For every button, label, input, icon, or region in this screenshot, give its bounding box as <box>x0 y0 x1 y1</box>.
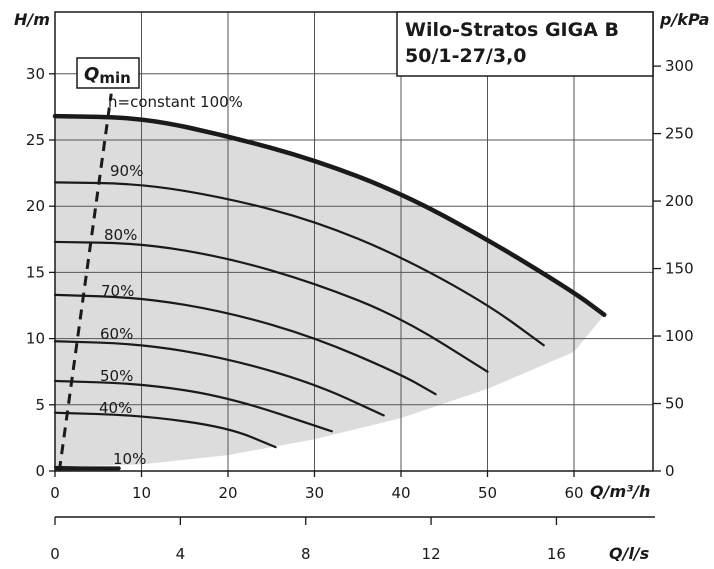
y-axis-right-ticks: 0 50 100 150 200 250 300 <box>653 57 694 480</box>
curve-70- <box>53 293 437 396</box>
x-tick-label: 40 <box>391 484 410 502</box>
y-tick-label: 30 <box>26 65 45 83</box>
x2-tick-label: 0 <box>50 545 60 563</box>
y2-tick-label: 50 <box>665 395 684 413</box>
qmin-line <box>55 93 120 472</box>
y-axis-right-title: p/kPa <box>659 10 709 29</box>
x2-tick-label: 8 <box>301 545 311 563</box>
curve-50- <box>53 379 333 433</box>
x2-tick-label: 4 <box>176 545 186 563</box>
qmin-label-main: Q <box>84 64 99 85</box>
title-box <box>396 11 654 77</box>
y-tick-label: 25 <box>26 131 45 149</box>
y-tick-label: 10 <box>26 330 45 348</box>
y2-tick-label: 300 <box>665 57 694 75</box>
y-axis-left-ticks: 0 5 10 15 20 25 30 <box>26 65 55 480</box>
y2-tick-label: 0 <box>665 462 675 480</box>
x-tick-label: 20 <box>218 484 237 502</box>
speed-curves <box>52 113 607 470</box>
chart-title-line-2: 50/1-27/3,0 <box>405 45 527 67</box>
x-tick-label: 50 <box>478 484 497 502</box>
qmin-label: Qmin <box>84 64 131 87</box>
x-axis-secondary-title: Q/l/s <box>609 544 649 563</box>
series-label: 70% <box>101 282 134 300</box>
y-tick-label: 5 <box>35 396 45 414</box>
series-label: 80% <box>104 226 137 244</box>
plot-frame <box>54 11 654 472</box>
x-tick-label: 10 <box>132 484 151 502</box>
x2-tick-label: 12 <box>422 545 441 563</box>
qmin-label-sub: min <box>99 69 130 87</box>
y2-tick-label: 200 <box>665 192 694 210</box>
series-label: 10% <box>113 450 146 468</box>
y-tick-label: 20 <box>26 197 45 215</box>
qmin-label-box <box>76 57 140 89</box>
curve-90- <box>53 181 545 347</box>
chart-title-line-1: Wilo-Stratos GIGA B <box>405 19 619 41</box>
series-label: 90% <box>110 162 143 180</box>
x-axis-ticks: 0 10 20 30 40 50 60 <box>50 471 584 502</box>
curve-60- <box>53 340 385 417</box>
series-label: 40% <box>99 399 132 417</box>
curve-40- <box>53 411 277 449</box>
series-label: 60% <box>100 325 133 343</box>
series-labels: n=constant 100% 90% 80% 70% 60% 50% 40% 10% <box>99 93 243 468</box>
y-tick-label: 15 <box>26 263 45 281</box>
operating-range-fill <box>55 116 605 468</box>
series-label: n=constant 100% <box>108 93 243 111</box>
series-label: 50% <box>100 367 133 385</box>
qmin-dashed-line <box>57 93 113 472</box>
x-tick-label: 60 <box>564 484 583 502</box>
curve-80- <box>53 240 489 373</box>
y2-tick-label: 250 <box>665 125 694 143</box>
x-tick-label: 30 <box>305 484 324 502</box>
y-axis-left-title: H/m <box>14 10 50 29</box>
grid <box>55 12 653 471</box>
x-axis-secondary-ticks: 0 4 8 12 16 <box>50 517 566 563</box>
y2-tick-label: 150 <box>665 260 694 278</box>
y-tick-label: 0 <box>35 462 45 480</box>
x-axis-title: Q/m³/h <box>590 482 650 501</box>
curve-n-constant-100- <box>52 113 607 318</box>
operating-range-area <box>55 116 605 468</box>
y2-tick-label: 100 <box>665 327 694 345</box>
x-tick-label: 0 <box>50 484 60 502</box>
x2-tick-label: 16 <box>547 545 566 563</box>
